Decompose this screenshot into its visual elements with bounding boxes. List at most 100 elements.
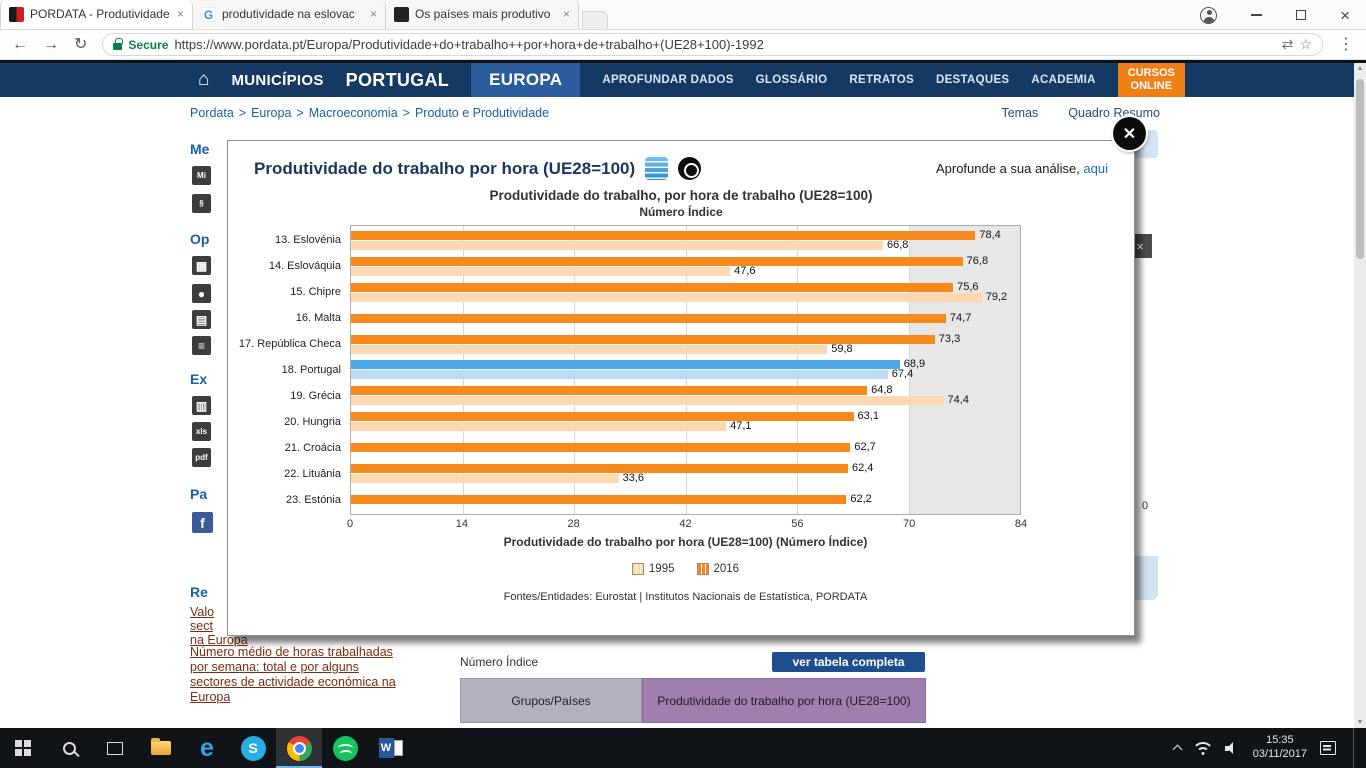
- tab-close-icon[interactable]: ×: [369, 7, 377, 21]
- browser-tab[interactable]: Os países mais produtivo ×: [386, 0, 579, 29]
- word-button[interactable]: [368, 728, 414, 768]
- taskbar-search-button[interactable]: [46, 728, 92, 768]
- sidebar-icon-1[interactable]: Mi: [192, 166, 211, 185]
- nav-item-municípios[interactable]: MUNICÍPIOS: [231, 71, 324, 89]
- snapshot-camera-icon[interactable]: [678, 157, 702, 180]
- cta-line1: CURSOS: [1127, 66, 1175, 79]
- sidebar-icon-7[interactable]: ▥: [192, 396, 211, 415]
- new-tab-button[interactable]: [582, 11, 608, 29]
- translate-icon[interactable]: ⇄: [1281, 36, 1294, 52]
- sidebar-icon-3[interactable]: ▦: [192, 256, 211, 275]
- ver-tabela-completa-button[interactable]: ver tabela completa: [772, 652, 925, 672]
- maximize-icon[interactable]: [1296, 10, 1307, 20]
- nav-item-europa[interactable]: EUROPA: [471, 63, 581, 97]
- export-pdf-icon[interactable]: pdf: [192, 448, 211, 467]
- nav-item-cursos-online[interactable]: CURSOS ONLINE: [1117, 62, 1185, 98]
- chrome-button[interactable]: [276, 728, 322, 768]
- chart-subtitle: Número Índice: [639, 205, 723, 219]
- spotify-button[interactable]: [322, 728, 368, 768]
- quadro-resumo-link[interactable]: Quadro Resumo: [1068, 105, 1160, 120]
- breadcrumb-item[interactable]: Produto e Produtividade: [414, 105, 550, 120]
- browser-menu-icon[interactable]: ⋮: [1338, 35, 1354, 53]
- bar-2016: [351, 442, 851, 452]
- file-explorer-button[interactable]: [138, 728, 184, 768]
- chart-title: Produtividade do trabalho, por hora de t…: [489, 188, 873, 203]
- tab-title: Os países mais produtivo: [415, 7, 551, 21]
- close-window-icon[interactable]: ×: [1340, 5, 1350, 25]
- sidebar-icon-2[interactable]: §: [192, 194, 211, 213]
- tab-close-icon[interactable]: ×: [176, 7, 184, 21]
- forward-icon[interactable]: →: [43, 35, 59, 53]
- bar-value-label: 62,7: [854, 440, 876, 453]
- breadcrumb: Pordata > Europa > Macroeconomia > Produto e P…: [0, 97, 1354, 128]
- task-view-button[interactable]: [92, 728, 138, 768]
- bookmark-star-icon[interactable]: ☆: [1299, 36, 1312, 52]
- start-button[interactable]: [0, 728, 46, 768]
- home-icon[interactable]: ⌂: [198, 69, 210, 90]
- related-indicator-link[interactable]: Número médio de horas trabalhadas por se…: [190, 645, 396, 704]
- bar-line: 62,2: [351, 493, 1020, 504]
- nav-item-glossário[interactable]: GLOSSÁRIO: [755, 74, 828, 86]
- link-fragment-3[interactable]: na Europa: [190, 633, 248, 647]
- temas-link[interactable]: Temas: [1001, 105, 1039, 120]
- link-fragment-2[interactable]: sect: [190, 619, 213, 633]
- bar-2016: [351, 386, 868, 396]
- url-field[interactable]: Secure https://www.pordata.pt/Europa/Pro…: [102, 33, 1323, 56]
- breadcrumb-item[interactable]: Macroeconomia: [308, 105, 398, 120]
- export-xls-icon[interactable]: xls: [192, 422, 211, 441]
- sidebar-icon-6[interactable]: ≡: [192, 336, 211, 355]
- action-center-icon[interactable]: [1320, 741, 1336, 755]
- scrollbar-thumb[interactable]: [1356, 79, 1364, 259]
- nav-item-destaques[interactable]: DESTAQUES: [935, 74, 1010, 86]
- back-icon[interactable]: ←: [12, 35, 28, 53]
- edge-button[interactable]: [184, 728, 230, 768]
- bar-value-label: 74,7: [949, 311, 972, 324]
- show-desktop-button[interactable]: [1353, 728, 1358, 768]
- profile-icon[interactable]: [1200, 6, 1218, 24]
- skype-icon: [240, 735, 266, 761]
- browser-tab[interactable]: PORDATA - Produtividade ×: [0, 0, 193, 29]
- speaker-icon[interactable]: [1224, 742, 1240, 754]
- nav-item-retratos[interactable]: RETRATOS: [849, 74, 914, 86]
- bar-line: 62,7: [351, 440, 1020, 453]
- refresh-icon[interactable]: ↻: [74, 35, 88, 53]
- bar-1995: [351, 241, 883, 251]
- breadcrumb-item[interactable]: Europa: [251, 105, 292, 120]
- site-navbar: ⌂ MUNICÍPIOS PORTUGAL EUROPA APROFUNDAR DAD…: [0, 62, 1354, 98]
- facebook-icon[interactable]: f: [192, 512, 213, 533]
- analyse-aqui-link[interactable]: aqui: [1083, 161, 1108, 176]
- skype-button[interactable]: [230, 728, 276, 768]
- legend-swatch-icon: [631, 563, 644, 575]
- link-fragment-1[interactable]: Valo: [190, 605, 215, 619]
- tab-close-icon[interactable]: ×: [562, 7, 570, 21]
- browser-tab[interactable]: produtividade na eslovac ×: [193, 0, 386, 29]
- breadcrumb-item[interactable]: Pordata: [190, 105, 234, 120]
- search-icon: [62, 741, 76, 755]
- taskbar-clock[interactable]: 15:35 03/11/2017: [1253, 734, 1307, 762]
- nav-item-portugal[interactable]: PORTUGAL: [345, 69, 450, 90]
- nav-item-aprofundar-dados[interactable]: APROFUNDAR DADOS: [602, 74, 734, 86]
- bar-2016: [351, 360, 900, 370]
- chart-row-6: 68,9 67,4: [351, 357, 1020, 383]
- table-view-icon[interactable]: [645, 157, 669, 180]
- modal-close-icon[interactable]: ✕: [1113, 117, 1146, 150]
- bar-line: 67,4: [351, 369, 1020, 380]
- page-scrollbar[interactable]: ▲ ▼: [1354, 63, 1366, 728]
- x-axis-tick-label: 0: [346, 518, 354, 530]
- sidebar-icon-4[interactable]: ●: [192, 284, 211, 303]
- sidebar-icon-5[interactable]: ▤: [192, 310, 211, 329]
- y-axis-category-label: 20. Hungria: [284, 416, 341, 428]
- network-wifi-icon[interactable]: [1194, 742, 1212, 755]
- scrollbar-down-arrow[interactable]: ▼: [1356, 719, 1364, 726]
- bar-value-label: 73,3: [938, 332, 961, 345]
- tray-chevron-up-icon[interactable]: [1172, 744, 1183, 755]
- bar-1995: [351, 370, 888, 380]
- minimize-icon[interactable]: [1251, 14, 1263, 16]
- nav-item-academia[interactable]: ACADEMIA: [1031, 74, 1096, 86]
- bar-1995: [351, 396, 944, 406]
- url-text[interactable]: https://www.pordata.pt/Europa/Produtivid…: [174, 37, 764, 52]
- bar-value-label: 79,2: [985, 291, 1008, 304]
- scrollbar-up-arrow[interactable]: ▲: [1356, 65, 1364, 72]
- chrome-icon: [286, 735, 312, 761]
- sidebar-truncated-link[interactable]: Valo sect na Europa: [190, 605, 248, 647]
